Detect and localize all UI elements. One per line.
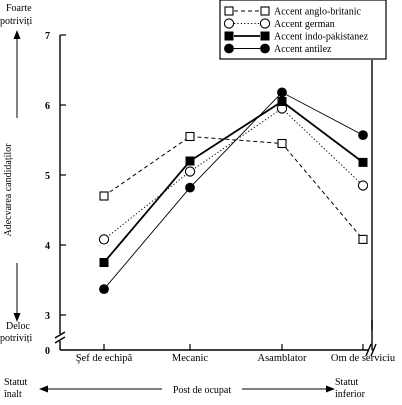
data-point <box>185 131 195 142</box>
legend-label: Accent antilez <box>274 44 332 55</box>
x-arrow-left-head <box>39 385 48 393</box>
y-tick-label: 7 <box>45 31 50 42</box>
data-point <box>184 166 196 177</box>
data-point <box>277 97 287 106</box>
y-arrow-down-head <box>13 313 21 322</box>
y-bottom-label-line-1: Deloc <box>6 321 30 332</box>
series-line <box>103 100 364 264</box>
axes <box>54 35 377 357</box>
series-line <box>103 135 364 240</box>
x-axis-break-mark <box>365 343 372 357</box>
x-left-label-line-2: înalt <box>3 389 22 400</box>
series-4 <box>99 87 368 295</box>
x-right-label-line-2: inferior <box>335 389 366 400</box>
data-point <box>357 180 369 191</box>
series-3 <box>99 97 368 267</box>
x-tick-label: Şef de echipă <box>76 353 133 364</box>
y-arrow-up-head <box>13 30 21 39</box>
legend-marker <box>224 6 234 16</box>
y-axis-label: Adecvarea candidaților <box>3 143 14 237</box>
data-point <box>99 258 109 267</box>
data-point <box>277 138 287 149</box>
legend-marker <box>224 43 234 54</box>
data-point <box>98 234 110 245</box>
series-line <box>103 91 364 290</box>
y-axis-break-mark <box>54 331 66 339</box>
legend-label: Accent indo-pakistanez <box>274 32 369 43</box>
data-point <box>185 182 195 193</box>
series-line <box>103 107 364 240</box>
data-point <box>277 87 287 98</box>
y-axis-break-mark <box>54 336 66 344</box>
x-left-label-line-1: Statut <box>4 377 28 388</box>
y-tick-label: 0 <box>45 346 50 357</box>
data-point <box>358 130 368 141</box>
legend-label: Accent anglo-britanic <box>274 7 361 18</box>
legend-marker <box>260 31 270 41</box>
data-point <box>99 284 109 295</box>
x-right-label-line-1: Statut <box>335 377 359 388</box>
x-arrow-right-head <box>326 385 335 393</box>
y-label-backdrop <box>5 118 18 263</box>
x-tick-label: Asamblator <box>258 353 307 364</box>
x-label-backdrop <box>162 383 242 396</box>
data-point <box>99 191 109 201</box>
data-point <box>358 157 368 167</box>
legend-box <box>219 0 387 60</box>
y-tick-label: 5 <box>45 171 50 182</box>
y-tick-label: 6 <box>45 101 50 112</box>
y-tick-label: 3 <box>45 311 50 322</box>
series-group <box>98 87 369 295</box>
data-point <box>185 156 195 166</box>
y-top-label-line-2: potriviți <box>0 16 32 27</box>
legend-marker <box>223 18 235 29</box>
legend-marker <box>224 31 234 41</box>
series-2 <box>98 103 369 245</box>
x-tick-label: Om de serviciu <box>331 353 396 364</box>
legend-marker <box>259 18 271 29</box>
data-point <box>358 234 368 244</box>
legend-label: Accent german <box>274 19 335 30</box>
y-bottom-label-line-2: potriviți <box>0 333 32 344</box>
x-tick-label: Mecanic <box>172 353 208 364</box>
y-tick-label: 4 <box>45 241 50 252</box>
legend-marker <box>260 6 270 16</box>
x-axis-label: Post de ocupat <box>173 385 232 396</box>
series-1 <box>99 131 368 244</box>
legend-marker <box>260 43 270 54</box>
y-top-label-line-1: Foarte <box>6 3 32 14</box>
y-ticks: 0 3 4 5 6 7 <box>45 31 66 357</box>
x-categories: Şef de echipă Mecanic Asamblator Om de serv… <box>76 344 396 364</box>
